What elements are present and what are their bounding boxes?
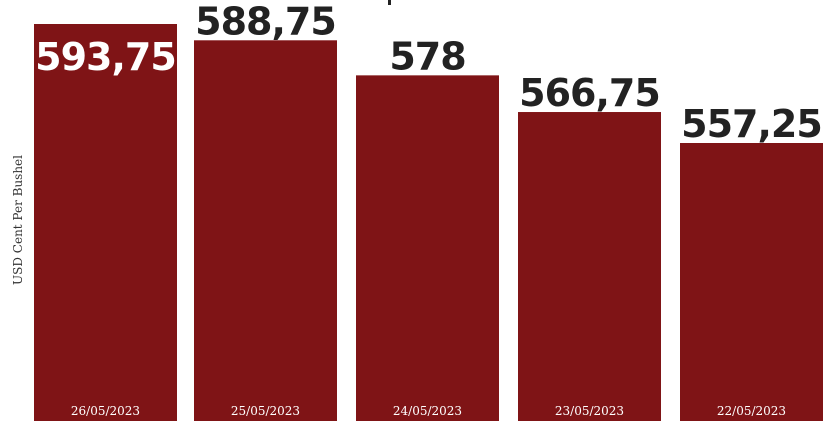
bar-24-05-2023: [356, 75, 499, 421]
value-label: 557,25: [681, 102, 822, 146]
value-label: 566,75: [519, 71, 660, 115]
bar-26-05-2023: [34, 24, 177, 421]
category-label: 24/05/2023: [393, 404, 462, 418]
title-stub: [388, 0, 391, 5]
bar-22-05-2023: [680, 143, 823, 421]
category-label: 26/05/2023: [71, 404, 140, 418]
value-label: 578: [389, 34, 465, 78]
value-label: 588,75: [195, 0, 336, 43]
category-label: 23/05/2023: [555, 404, 624, 418]
category-label: 22/05/2023: [717, 404, 786, 418]
y-axis-label: USD Cent Per Bushel: [11, 155, 25, 285]
bar-25-05-2023: [194, 40, 337, 421]
bar-23-05-2023: [518, 112, 661, 421]
value-label: 593,75: [35, 35, 176, 79]
bars-group: 26/05/2023 593,75 25/05/2023 588,75 24/05/20…: [34, 0, 823, 421]
category-label: 25/05/2023: [231, 404, 300, 418]
